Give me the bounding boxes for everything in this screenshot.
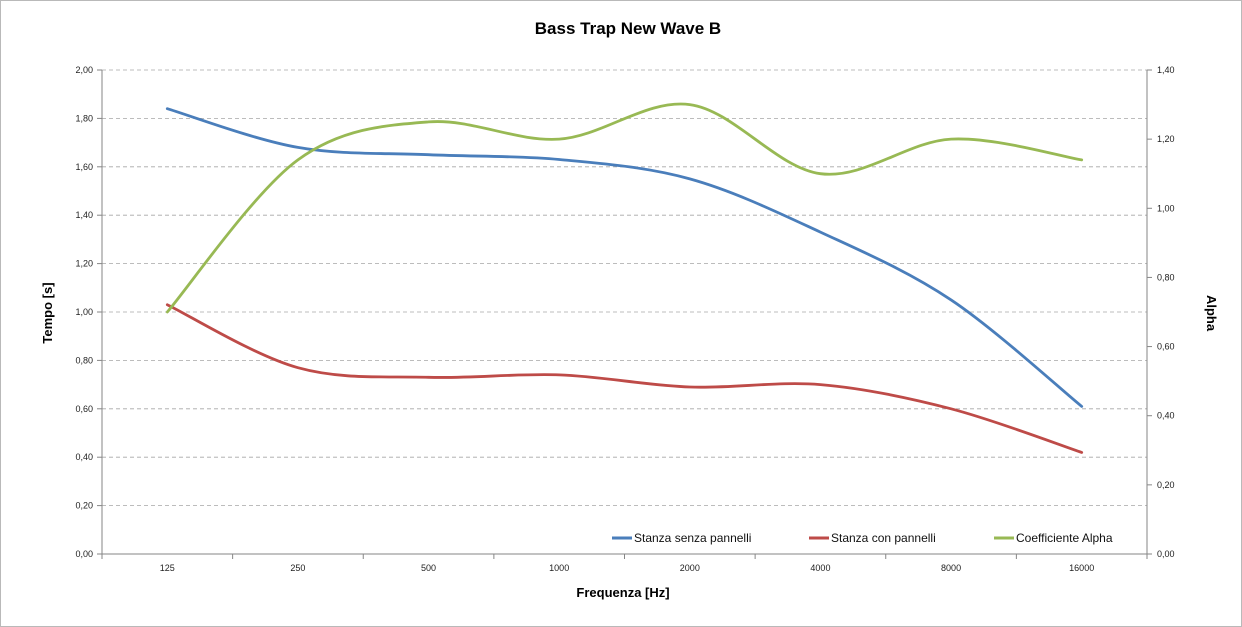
y2-tick-label: 0,40 <box>1157 411 1175 421</box>
x-tick-label: 250 <box>290 563 305 573</box>
y-tick-label: 1,40 <box>75 210 93 220</box>
y-tick-label: 1,20 <box>75 259 93 269</box>
y-tick-label: 0,40 <box>75 452 93 462</box>
y-tick-label: 0,80 <box>75 355 93 365</box>
y2-axis-title: Alpha <box>1204 295 1219 332</box>
x-tick-label: 8000 <box>941 563 961 573</box>
legend: Stanza senza pannelli Stanza con pannelli… <box>612 531 1113 545</box>
y-axis-title: Tempo [s] <box>40 282 55 343</box>
y-tick-label: 2,00 <box>75 65 93 75</box>
x-tick-label: 125 <box>160 563 175 573</box>
x-tick-label: 500 <box>421 563 436 573</box>
y-tick-label: 0,00 <box>75 549 93 559</box>
x-tick-label: 2000 <box>680 563 700 573</box>
x-tick-label: 4000 <box>810 563 830 573</box>
y2-tick-label: 0,60 <box>1157 342 1175 352</box>
legend-label: Stanza senza pannelli <box>634 531 751 545</box>
x-tick-label: 1000 <box>549 563 569 573</box>
x-axis-title: Frequenza [Hz] <box>576 585 669 600</box>
y-tick-label: 1,80 <box>75 113 93 123</box>
y2-tick-label: 1,20 <box>1157 134 1175 144</box>
y2-tick-label: 0,00 <box>1157 549 1175 559</box>
axes: 0,00 0,20 0,40 0,60 0,80 1,00 1,20 1,40 1,60 1,80… <box>75 65 1174 573</box>
series-line-2 <box>165 303 1084 454</box>
y2-tick-label: 1,00 <box>1157 203 1175 213</box>
legend-label: Coefficiente Alpha <box>1016 531 1113 545</box>
y-tick-label: 1,00 <box>75 307 93 317</box>
x-tick-label: 16000 <box>1069 563 1094 573</box>
series-line-3 <box>165 102 1084 314</box>
grid-lines <box>102 69 1147 507</box>
legend-label: Stanza con pannelli <box>831 531 936 545</box>
series-lines <box>165 102 1084 454</box>
y2-tick-label: 0,20 <box>1157 480 1175 490</box>
y-tick-label: 0,60 <box>75 404 93 414</box>
series-line-1 <box>165 107 1084 408</box>
y-tick-label: 1,60 <box>75 162 93 172</box>
y-tick-label: 0,20 <box>75 501 93 511</box>
chart-title: Bass Trap New Wave B <box>535 19 721 38</box>
y2-tick-label: 0,80 <box>1157 272 1175 282</box>
y2-tick-label: 1,40 <box>1157 65 1175 75</box>
